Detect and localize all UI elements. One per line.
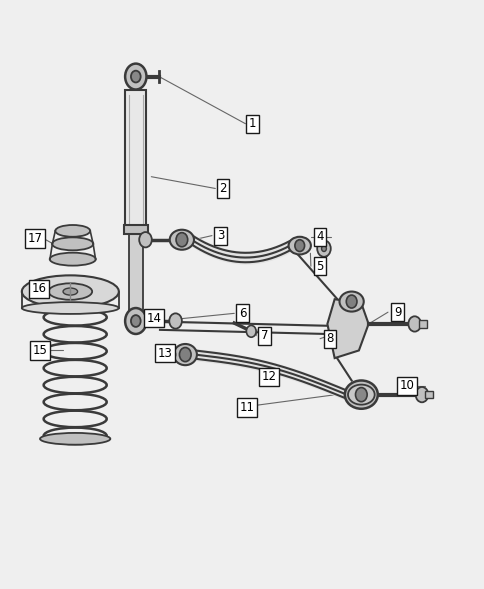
Ellipse shape bbox=[55, 225, 90, 237]
Text: 14: 14 bbox=[147, 312, 161, 325]
Text: 1: 1 bbox=[248, 117, 256, 130]
Ellipse shape bbox=[52, 237, 93, 250]
Text: 4: 4 bbox=[316, 230, 323, 243]
Text: 10: 10 bbox=[399, 379, 414, 392]
Text: 17: 17 bbox=[28, 232, 42, 245]
Ellipse shape bbox=[169, 230, 194, 250]
Circle shape bbox=[131, 315, 140, 327]
Circle shape bbox=[176, 233, 187, 247]
Ellipse shape bbox=[63, 288, 77, 295]
Ellipse shape bbox=[40, 433, 110, 445]
Circle shape bbox=[415, 387, 427, 402]
Text: 7: 7 bbox=[260, 329, 268, 342]
Text: 8: 8 bbox=[325, 332, 333, 345]
Polygon shape bbox=[327, 299, 368, 358]
Text: 15: 15 bbox=[32, 344, 47, 357]
Circle shape bbox=[131, 71, 140, 82]
Circle shape bbox=[408, 316, 420, 332]
Circle shape bbox=[355, 388, 366, 402]
Circle shape bbox=[346, 295, 356, 308]
Text: 11: 11 bbox=[240, 401, 254, 414]
Ellipse shape bbox=[288, 237, 310, 254]
Circle shape bbox=[317, 240, 330, 257]
Ellipse shape bbox=[347, 385, 374, 405]
Bar bbox=[125, 90, 146, 230]
Text: 12: 12 bbox=[261, 370, 276, 383]
Circle shape bbox=[125, 308, 146, 334]
Circle shape bbox=[169, 313, 182, 329]
Bar bbox=[424, 391, 432, 398]
Circle shape bbox=[246, 326, 256, 337]
Ellipse shape bbox=[339, 292, 363, 312]
Circle shape bbox=[321, 246, 326, 252]
Text: 6: 6 bbox=[238, 307, 246, 320]
Bar bbox=[129, 234, 142, 311]
Circle shape bbox=[139, 232, 151, 247]
Text: 16: 16 bbox=[31, 282, 46, 295]
Ellipse shape bbox=[49, 253, 95, 266]
Circle shape bbox=[125, 64, 146, 90]
Ellipse shape bbox=[344, 380, 377, 409]
Bar bbox=[123, 225, 148, 234]
Text: 13: 13 bbox=[157, 347, 172, 360]
Circle shape bbox=[179, 348, 191, 362]
Circle shape bbox=[294, 240, 304, 252]
Ellipse shape bbox=[48, 283, 92, 300]
Text: 9: 9 bbox=[393, 306, 401, 319]
Text: 2: 2 bbox=[219, 182, 227, 195]
Text: 5: 5 bbox=[316, 260, 323, 273]
Text: 3: 3 bbox=[216, 229, 224, 242]
Ellipse shape bbox=[173, 344, 197, 365]
Circle shape bbox=[166, 349, 175, 360]
Ellipse shape bbox=[22, 276, 119, 308]
Bar bbox=[418, 320, 426, 328]
Ellipse shape bbox=[22, 302, 119, 314]
